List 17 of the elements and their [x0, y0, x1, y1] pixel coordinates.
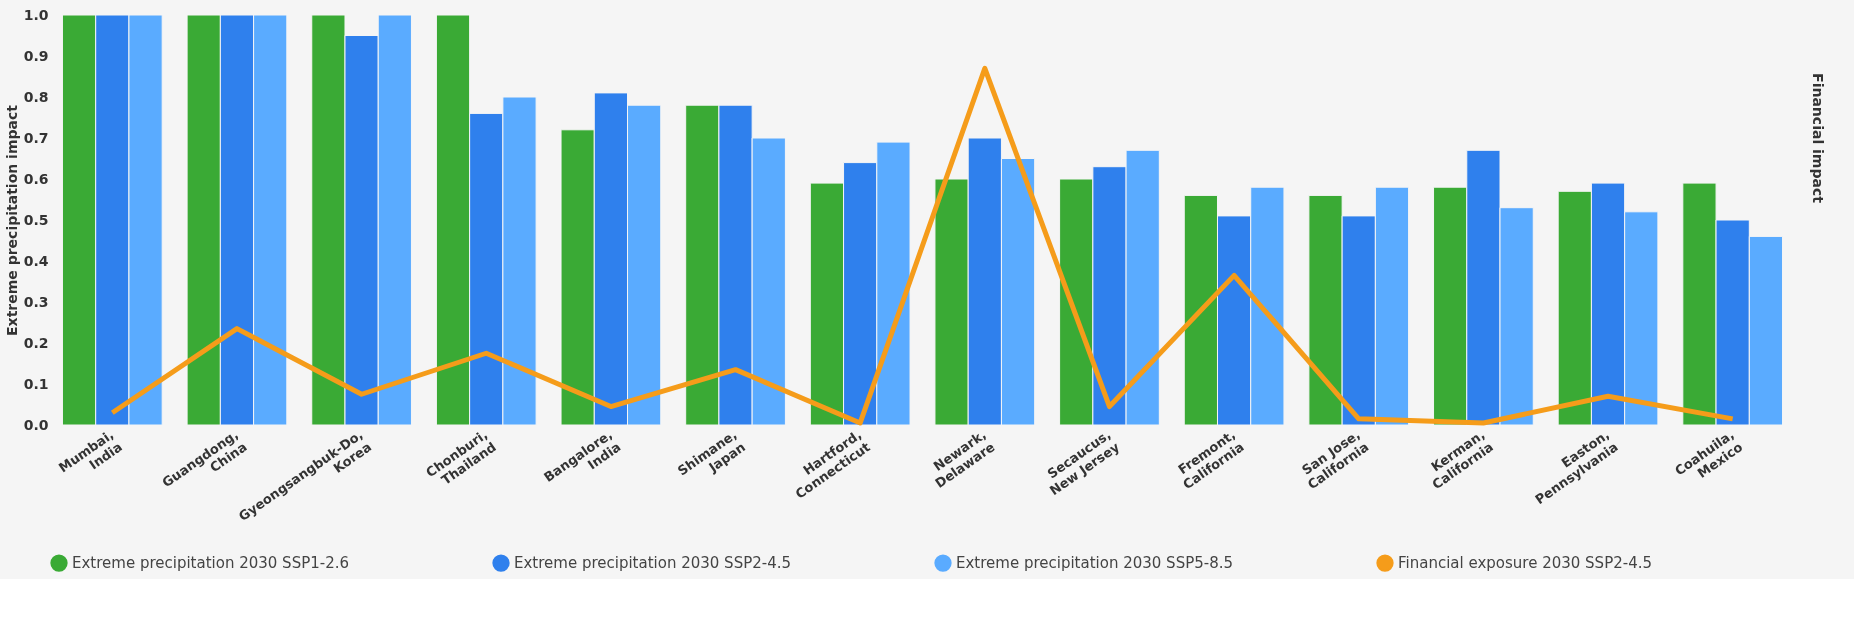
y-tick-label: 0.1: [23, 375, 49, 392]
y-axis-title: Extreme precipitation impact: [3, 104, 20, 336]
y-tick-label: 0.9: [23, 47, 49, 64]
legend-label: Financial exposure 2030 SSP2-4.5: [1398, 554, 1652, 573]
legend-label: Extreme precipitation 2030 SSP2-4.5: [514, 554, 792, 573]
y-tick-label: 0.0: [23, 416, 49, 433]
y-tick-label: 0.3: [23, 293, 49, 310]
legend-label: Extreme precipitation 2030 SSP1-2.6: [72, 554, 350, 573]
y-tick-label: 0.8: [23, 88, 49, 105]
y-tick-label: 0.5: [23, 211, 49, 228]
legend-label: Extreme precipitation 2030 SSP5-8.5: [956, 554, 1234, 573]
y-tick-label: 1.0: [23, 6, 49, 23]
y2-axis-title: Financial impact: [1810, 73, 1826, 204]
y-tick-label: 0.7: [23, 129, 49, 146]
y-tick-label: 0.2: [23, 334, 49, 351]
y-tick-label: 0.4: [23, 252, 49, 269]
y-tick-label: 0.6: [23, 170, 49, 187]
